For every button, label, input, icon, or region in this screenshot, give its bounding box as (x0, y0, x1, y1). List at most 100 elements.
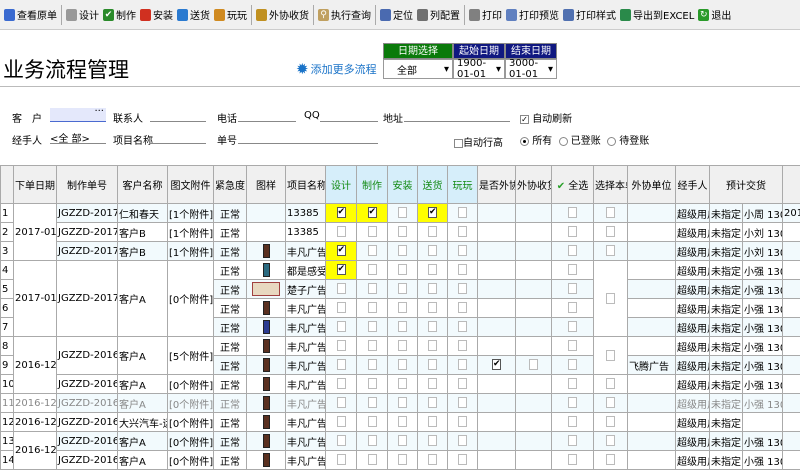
checkbox[interactable] (398, 302, 407, 313)
flow-play-cell[interactable] (448, 375, 478, 394)
checkbox[interactable] (368, 245, 377, 256)
select-all-cell[interactable] (552, 204, 594, 223)
column-header[interactable] (783, 166, 800, 204)
checkbox[interactable] (606, 293, 615, 304)
end-date-picker[interactable]: 3000-01-01▾ (505, 59, 557, 79)
flow-make-cell[interactable] (357, 432, 388, 451)
attachment-link[interactable]: [0个附件] (169, 438, 213, 449)
flow-deliver-cell[interactable] (418, 261, 448, 280)
table-row[interactable]: 3JGZZD-2017-01-09客户B[1个附件]正常丰凡广告✔超级用户未指定… (1, 242, 800, 261)
flow-install-cell[interactable] (388, 375, 418, 394)
toolbar-excel-button[interactable]: 导出到EXCEL (618, 4, 696, 26)
checkbox[interactable] (428, 397, 437, 408)
flow-play-cell[interactable] (448, 318, 478, 337)
thumbnail-image[interactable] (263, 244, 270, 258)
checkbox[interactable] (568, 378, 577, 389)
order-number-cell[interactable]: JGZZD-2016-12-14 (57, 337, 118, 375)
order-number-cell[interactable]: JGZZD-2017-01-09 (57, 204, 118, 223)
radio[interactable] (607, 137, 616, 146)
toolbar-receive-button[interactable]: 外协收货 (254, 4, 311, 26)
flow-design-cell[interactable]: ✔ (326, 204, 357, 223)
checkbox[interactable] (398, 359, 407, 370)
checkbox[interactable] (568, 397, 577, 408)
flow-play-cell[interactable] (448, 432, 478, 451)
contact-input[interactable] (150, 108, 206, 122)
thumbnail-image[interactable] (263, 377, 270, 391)
checkbox[interactable]: ✔ (337, 245, 346, 256)
outsource-cell[interactable] (478, 337, 516, 356)
select-order-cell[interactable] (594, 432, 628, 451)
table-row[interactable]: 132016-12-01JGZZD-2016-12-01客户A[0个附件]正常丰… (1, 432, 800, 451)
toolbar-truck-button[interactable]: 送货 (175, 4, 212, 26)
column-header[interactable]: 预计交货 (710, 166, 783, 204)
outsource-received-cell[interactable] (516, 451, 552, 470)
flow-install-cell[interactable] (388, 223, 418, 242)
thumbnail-image[interactable] (263, 396, 270, 410)
select-order-cell[interactable] (594, 394, 628, 413)
outsource-received-cell[interactable] (516, 432, 552, 451)
flow-play-cell[interactable] (448, 356, 478, 375)
checkbox[interactable] (398, 340, 407, 351)
checkbox[interactable] (428, 359, 437, 370)
checkbox[interactable] (428, 283, 437, 294)
checkbox[interactable] (606, 435, 615, 446)
order-number-link[interactable]: JGZZD-2016-12-14 (58, 379, 118, 390)
table-row[interactable]: 10JGZZD-2016-12-14客户A[0个附件]正常丰凡广告超级用户未指定… (1, 375, 800, 394)
checkbox[interactable] (337, 416, 346, 427)
flow-install-cell[interactable] (388, 318, 418, 337)
toolbar-print-button[interactable]: 打印 (467, 4, 504, 26)
outsource-cell[interactable] (478, 280, 516, 299)
toolbar-check-button[interactable]: ✔制作 (101, 4, 138, 26)
flow-deliver-cell[interactable]: ✔ (418, 204, 448, 223)
checkbox[interactable] (337, 435, 346, 446)
order-number-link[interactable]: JGZZD-2017-01-05 (58, 293, 118, 304)
attachment-link[interactable]: [1个附件] (169, 210, 213, 221)
column-header[interactable]: 送货 (418, 166, 448, 204)
thumbnail-cell[interactable] (247, 280, 286, 299)
outsource-received-cell[interactable] (516, 261, 552, 280)
table-row[interactable]: 122016-12-02JGZZD-2016-12-02大兴汽车-运费[0个附件… (1, 413, 800, 432)
select-order-cell[interactable] (594, 337, 628, 375)
flow-make-cell[interactable] (357, 337, 388, 356)
checkbox[interactable]: ✔ (492, 359, 501, 370)
attachment-link[interactable]: [0个附件] (169, 419, 213, 430)
flow-play-cell[interactable] (448, 242, 478, 261)
outsource-received-cell[interactable] (516, 242, 552, 261)
column-header[interactable]: 设计 (326, 166, 357, 204)
checkbox[interactable] (398, 416, 407, 427)
flow-play-cell[interactable] (448, 394, 478, 413)
toolbar-install-button[interactable]: 安装 (138, 4, 175, 26)
column-header[interactable]: 安装 (388, 166, 418, 204)
checkbox[interactable] (398, 397, 407, 408)
qq-input[interactable] (320, 108, 378, 122)
checkbox[interactable] (398, 435, 407, 446)
checkbox[interactable] (454, 139, 463, 148)
checkbox[interactable] (368, 226, 377, 237)
flow-deliver-cell[interactable] (418, 375, 448, 394)
select-all-cell[interactable] (552, 299, 594, 318)
flow-play-cell[interactable] (448, 337, 478, 356)
flow-make-cell[interactable] (357, 299, 388, 318)
checkbox[interactable] (606, 416, 615, 427)
flow-deliver-cell[interactable] (418, 394, 448, 413)
flow-make-cell[interactable] (357, 451, 388, 470)
attachment-link[interactable]: [1个附件] (169, 229, 213, 240)
select-all-cell[interactable] (552, 375, 594, 394)
checkbox[interactable] (458, 397, 467, 408)
flow-design-cell[interactable] (326, 375, 357, 394)
checkbox[interactable] (337, 283, 346, 294)
table-row[interactable]: 82016-12-14JGZZD-2016-12-14客户A[5个附件]正常丰凡… (1, 337, 800, 356)
column-header[interactable]: 图文附件 (168, 166, 214, 204)
thumbnail-image[interactable] (263, 358, 270, 372)
outsource-received-cell[interactable] (516, 280, 552, 299)
outsource-received-cell[interactable] (516, 375, 552, 394)
attachment-cell[interactable]: [1个附件] (168, 242, 214, 261)
column-header[interactable]: 紧急度 (214, 166, 247, 204)
checkbox[interactable] (458, 340, 467, 351)
checkbox[interactable] (568, 416, 577, 427)
outsource-cell[interactable] (478, 299, 516, 318)
address-input[interactable] (404, 108, 510, 122)
flow-design-cell[interactable] (326, 394, 357, 413)
thumbnail-cell[interactable] (247, 432, 286, 451)
select-all-cell[interactable] (552, 394, 594, 413)
